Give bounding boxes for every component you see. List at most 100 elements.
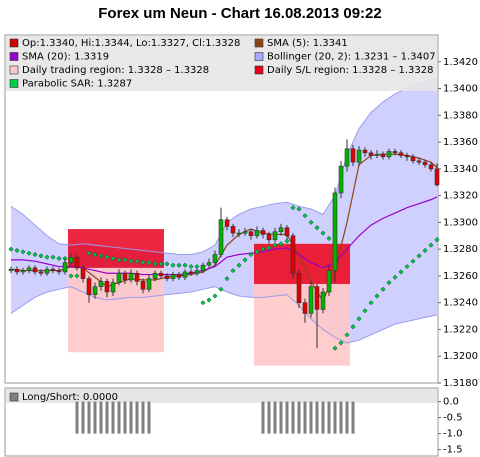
sar-dot — [242, 257, 248, 263]
candle-body — [320, 291, 326, 310]
sar-dot — [398, 269, 404, 275]
y-tick-label: 0.0 — [443, 397, 459, 408]
sar-dot — [44, 254, 50, 260]
sar-dot — [380, 286, 386, 292]
bar — [261, 401, 265, 434]
candle-body — [32, 267, 38, 273]
bar — [141, 401, 145, 434]
sar-dot — [230, 268, 236, 274]
sar-dot — [410, 258, 416, 264]
candle-body — [314, 286, 320, 310]
candle-body — [164, 275, 170, 279]
candle-body — [266, 234, 272, 241]
sar-dot — [338, 340, 344, 346]
sar-dot — [296, 206, 302, 212]
candle-body — [176, 274, 182, 278]
candle-body — [230, 226, 236, 234]
sar-dot — [116, 257, 122, 263]
sar-dot — [404, 264, 410, 270]
sar-dot — [416, 253, 422, 259]
sar-dot — [212, 293, 218, 299]
y-tick-label: 1.3180 — [443, 378, 478, 389]
candle-body — [98, 280, 104, 287]
y-tick-label: -1.5 — [443, 445, 463, 456]
legend-label: Long/Short: 0.0000 — [22, 392, 118, 403]
sar-dot — [170, 262, 176, 268]
sar-dot — [356, 316, 362, 322]
candle-body — [386, 151, 392, 158]
sar-dot — [50, 254, 56, 260]
candle-body — [206, 262, 212, 266]
y-tick-label: 1.3260 — [443, 271, 478, 282]
bar — [129, 401, 133, 434]
sar-dot — [386, 280, 392, 286]
candle-body — [62, 262, 68, 273]
legend-swatch — [9, 38, 19, 48]
sar-dot — [200, 300, 206, 306]
bar — [117, 401, 121, 434]
legend-label: Daily S/L region: 1.3328 – 1.3328 — [267, 65, 433, 76]
candle-body — [254, 230, 260, 237]
bar — [303, 401, 307, 434]
candle-body — [104, 280, 110, 293]
sar-dot — [176, 262, 182, 268]
sar-dot — [434, 237, 440, 243]
sar-dot — [266, 245, 272, 251]
candle-body — [56, 270, 62, 273]
sar-dot — [56, 256, 62, 261]
sar-dot — [74, 273, 80, 279]
sar-dot — [182, 262, 188, 268]
sar-dot — [158, 261, 164, 267]
bar — [327, 401, 331, 434]
candle-body — [332, 192, 338, 271]
sar-dot — [140, 260, 146, 266]
candle-body — [374, 153, 380, 156]
sar-dot — [350, 324, 356, 330]
candle-body — [344, 148, 350, 167]
legend-swatch — [9, 392, 19, 402]
sar-dot — [272, 242, 278, 248]
legend-label: Parabolic SAR: 1.3287 — [22, 79, 132, 90]
candle-body — [338, 165, 344, 194]
candle-body — [134, 272, 140, 282]
candle-body — [284, 227, 290, 237]
candle-body — [380, 153, 386, 158]
candle-body — [20, 270, 26, 273]
candle-body — [410, 156, 416, 162]
sar-dot — [98, 253, 104, 259]
bar — [297, 401, 301, 434]
candle-body — [50, 268, 56, 271]
candle-body — [434, 168, 440, 186]
candle-body — [272, 231, 278, 241]
candle-body — [224, 219, 230, 227]
bollinger-lower — [10, 286, 438, 344]
candle-body — [170, 274, 176, 279]
y-tick-label: 1.3280 — [443, 244, 478, 255]
legend-box — [6, 389, 437, 403]
sar-dot — [38, 253, 44, 259]
candle-body — [92, 286, 98, 295]
candle-body — [422, 161, 428, 166]
bar — [315, 401, 319, 434]
candle-body — [350, 148, 356, 163]
sar-dot — [302, 213, 308, 219]
candle-body — [398, 152, 404, 156]
bar — [105, 401, 109, 434]
candle-body — [248, 231, 254, 237]
bar — [147, 401, 151, 434]
candle-body — [44, 268, 50, 274]
y-tick-label: 1.3360 — [443, 137, 478, 148]
sar-dot — [314, 225, 320, 231]
candle-body — [278, 227, 284, 233]
sar-dot — [128, 258, 134, 264]
legend-swatch — [9, 79, 19, 88]
candle-body — [146, 278, 152, 290]
bar — [273, 401, 277, 434]
candle-body — [38, 271, 44, 274]
candle-body — [182, 271, 188, 278]
candle-body — [26, 267, 32, 271]
y-tick-label: -0.5 — [443, 413, 463, 424]
bar — [123, 401, 127, 434]
sar-dot — [326, 235, 332, 241]
